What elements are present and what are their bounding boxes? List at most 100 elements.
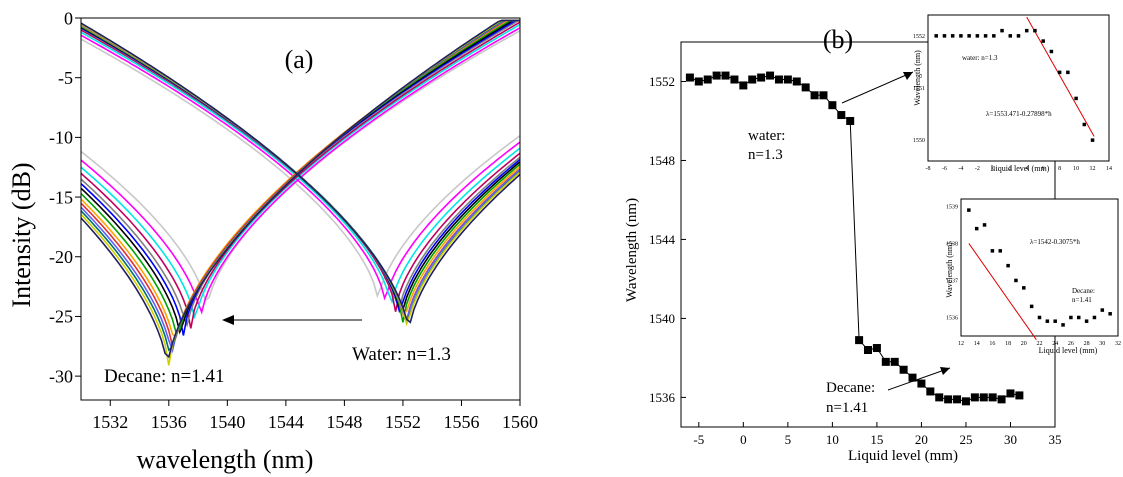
data-point bbox=[721, 71, 730, 80]
data-point bbox=[1006, 389, 1015, 398]
inset-data-point bbox=[1092, 315, 1097, 320]
inset-data-point bbox=[934, 34, 938, 38]
data-point bbox=[864, 346, 872, 354]
inset-data-point bbox=[1077, 315, 1081, 320]
inset-data-point bbox=[982, 223, 987, 227]
panel-b-points bbox=[685, 71, 1024, 406]
inset-decane: 12 14 16 18 20 22 24 26 28 30 32 1536 1537 1538 1539 λ… bbox=[945, 198, 1121, 355]
inset-data-point bbox=[1057, 70, 1062, 75]
panel-a: 1532 1536 1540 1544 1548 1552 1556 1560 0 -5 -10 -1… bbox=[7, 8, 538, 474]
panel-b-label: (b) bbox=[823, 25, 853, 54]
panel-b-xlabel: Liquid level (mm) bbox=[848, 448, 958, 464]
spectrum-curve-decane bbox=[80, 21, 521, 329]
x-tick-label: 1560 bbox=[502, 412, 538, 432]
spectrum-curve-water bbox=[80, 34, 521, 301]
spectrum-curve-water bbox=[80, 31, 521, 305]
panel-b-ylabel: Wavelength (nm) bbox=[624, 198, 640, 302]
x-tick-label: 30 bbox=[1004, 432, 1017, 447]
x-tick-label: 1536 bbox=[151, 412, 187, 432]
data-point bbox=[881, 357, 890, 366]
inset-water-fit-line bbox=[1026, 16, 1095, 137]
y-tick-label: 1550 bbox=[913, 138, 925, 144]
x-tick-label: -2 bbox=[975, 166, 980, 172]
inset-data-point bbox=[1041, 39, 1045, 43]
panel-a-ylabel: Intensity (dB) bbox=[7, 162, 36, 307]
inset-decane-frame bbox=[960, 198, 1119, 337]
data-point bbox=[730, 75, 739, 84]
y-tick-label: -20 bbox=[49, 247, 73, 267]
x-tick-label: 0 bbox=[740, 432, 747, 447]
data-point bbox=[872, 344, 881, 353]
inset-data-point bbox=[1090, 138, 1095, 142]
y-tick-label: 1536 bbox=[946, 316, 958, 322]
x-tick-label: 1552 bbox=[385, 412, 421, 432]
annotation-decane: Decane: n=1.41 bbox=[104, 366, 224, 387]
inset-data-point bbox=[1066, 70, 1070, 75]
annotation-decane-label: Decane: bbox=[826, 380, 875, 396]
y-tick-label: 0 bbox=[64, 8, 73, 28]
inset-water-xlabel: Liquid level (mm) bbox=[991, 164, 1050, 173]
data-point bbox=[953, 395, 962, 404]
x-tick-label: 28 bbox=[1084, 341, 1090, 347]
inset-data-point bbox=[1108, 312, 1112, 316]
inset-data-point bbox=[992, 34, 996, 38]
inset-water-frame bbox=[927, 14, 1110, 162]
inset-decane-legend-line2: n=1.41 bbox=[1072, 296, 1092, 304]
inset-data-point bbox=[942, 34, 947, 38]
x-tick-label: 32 bbox=[1115, 341, 1121, 347]
annotation-decane-index: n=1.41 bbox=[826, 400, 868, 416]
x-tick-label: 1556 bbox=[443, 412, 479, 432]
x-tick-label: 25 bbox=[959, 432, 972, 447]
data-point bbox=[855, 336, 864, 345]
data-point bbox=[810, 91, 819, 100]
data-point bbox=[997, 395, 1006, 404]
y-tick-label: -5 bbox=[58, 68, 73, 88]
inset-data-point bbox=[998, 249, 1002, 253]
data-point bbox=[961, 397, 970, 406]
x-tick-label: 10 bbox=[826, 432, 839, 447]
data-point bbox=[685, 73, 694, 82]
spectrum-curves bbox=[80, 19, 521, 366]
inset-data-point bbox=[967, 208, 971, 212]
spectrum-curve-decane bbox=[80, 19, 520, 359]
x-tick-label: 1544 bbox=[268, 412, 304, 432]
inset-decane-points bbox=[967, 208, 1112, 327]
data-point bbox=[703, 75, 712, 84]
x-tick-label: 22 bbox=[1037, 341, 1043, 347]
x-tick-label: 2 bbox=[1009, 166, 1012, 172]
annotation-water-index: n=1.3 bbox=[748, 147, 783, 163]
inset-data-point bbox=[1069, 315, 1073, 320]
shift-arrow bbox=[222, 315, 362, 325]
y-tick-label: -15 bbox=[49, 187, 73, 207]
x-tick-label: 14 bbox=[974, 341, 980, 347]
panel-a-xlabel: wavelength (nm) bbox=[137, 445, 314, 474]
inset-decane-ticks: 12 14 16 18 20 22 24 26 28 30 32 1536 1537 1538 1539 bbox=[946, 205, 1121, 347]
panel-a-ticks: 1532 1536 1540 1544 1548 1552 1556 1560 0 -5 -10 -1… bbox=[49, 8, 538, 432]
data-point bbox=[801, 83, 810, 92]
y-tick-label: 1539 bbox=[946, 205, 958, 211]
inset-data-point bbox=[1006, 263, 1010, 268]
x-tick-label: 20 bbox=[1021, 341, 1027, 347]
x-tick-label: 20 bbox=[915, 432, 928, 447]
x-tick-label: 35 bbox=[1049, 432, 1062, 447]
spectrum-curve-decane bbox=[80, 23, 521, 320]
data-point bbox=[1015, 391, 1024, 400]
data-point bbox=[766, 71, 775, 80]
data-point bbox=[757, 73, 766, 82]
x-tick-label: 24 bbox=[1052, 341, 1058, 347]
inset-data-point bbox=[1033, 28, 1037, 33]
annotation-water: Water: n=1.3 bbox=[352, 344, 451, 365]
inset-data-point bbox=[975, 34, 980, 38]
inset-decane-fit-line bbox=[968, 243, 1037, 340]
inset-data-point bbox=[974, 226, 979, 231]
data-point bbox=[917, 379, 926, 388]
x-tick-label: 1540 bbox=[209, 412, 245, 432]
x-tick-label: 10 bbox=[1073, 166, 1079, 172]
x-tick-label: 1532 bbox=[92, 412, 128, 432]
spectrum-curve-water bbox=[80, 22, 521, 324]
inset-data-point bbox=[1049, 49, 1054, 54]
inset-data-point bbox=[1061, 323, 1065, 327]
data-point bbox=[837, 111, 846, 120]
data-point bbox=[846, 116, 855, 125]
